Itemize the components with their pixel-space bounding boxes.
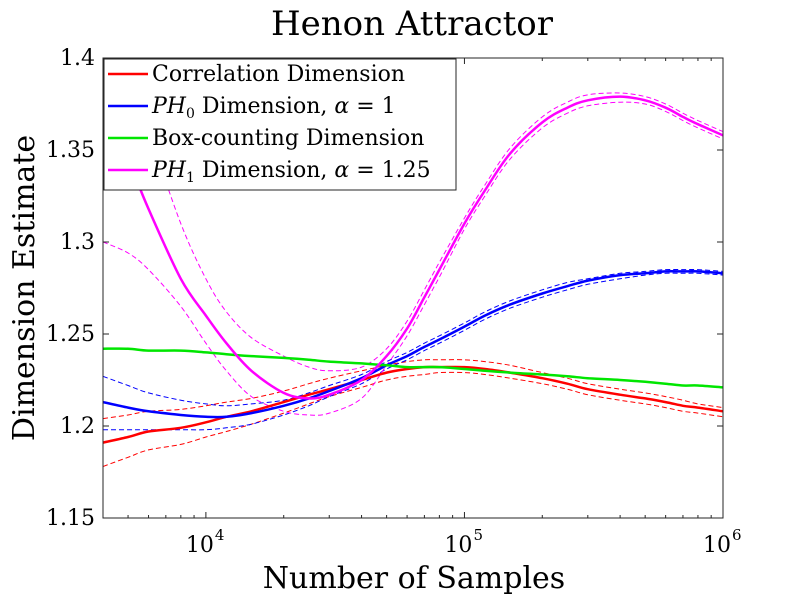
y-tick-label: 1.25 xyxy=(46,322,95,347)
y-tick-label: 1.4 xyxy=(60,46,95,71)
ph0-dimension-legend-label: PH0 Dimension, α = 1 xyxy=(151,94,396,122)
y-tick-label: 1.2 xyxy=(60,414,95,439)
correlation-dimension-line xyxy=(103,365,723,444)
axis-ticks: 1.151.21.251.31.351.410 4 10 5 10 6 xyxy=(46,46,742,558)
chart-title: Henon Attractor xyxy=(271,4,554,44)
series-layer xyxy=(103,58,723,467)
y-axis-label: Dimension Estimate xyxy=(7,135,42,441)
plot-frame xyxy=(102,57,724,519)
ph0-dimension-lower-bound-line xyxy=(103,272,723,431)
x-tick-exponent: 6 xyxy=(732,526,742,544)
x-tick-label: 10 xyxy=(444,533,472,558)
y-tick-label: 1.15 xyxy=(46,506,95,531)
correlation-dimension-lower-bound-line xyxy=(103,371,723,467)
x-tick-label: 10 xyxy=(703,533,731,558)
correlation-dimension-legend-label: Correlation Dimension xyxy=(152,62,405,87)
box-counting-dimension-legend-label: Box-counting Dimension xyxy=(152,126,424,151)
x-tick-exponent: 5 xyxy=(473,526,483,544)
legend: Correlation Dimension PH0 Dimension, α = … xyxy=(103,58,457,191)
ph1-dimension-upper-bound-line xyxy=(103,58,723,372)
ph1-dimension-legend-label: PH1 Dimension, α = 1.25 xyxy=(151,158,431,186)
y-tick-label: 1.35 xyxy=(46,138,95,163)
correlation-dimension-upper-bound-line xyxy=(103,359,723,420)
legend-box xyxy=(103,58,457,191)
ph0-dimension-line xyxy=(103,270,723,419)
x-tick-exponent: 4 xyxy=(215,526,225,544)
x-tick-label: 10 xyxy=(186,533,214,558)
ph0-dimension-upper-bound-line xyxy=(103,268,723,407)
y-tick-label: 1.3 xyxy=(60,230,95,255)
box-counting-dimension-line xyxy=(103,347,723,389)
ph1-dimension-line xyxy=(103,95,723,400)
x-axis-label: Number of Samples xyxy=(263,561,565,596)
ph1-dimension-lower-bound-line xyxy=(103,101,723,416)
